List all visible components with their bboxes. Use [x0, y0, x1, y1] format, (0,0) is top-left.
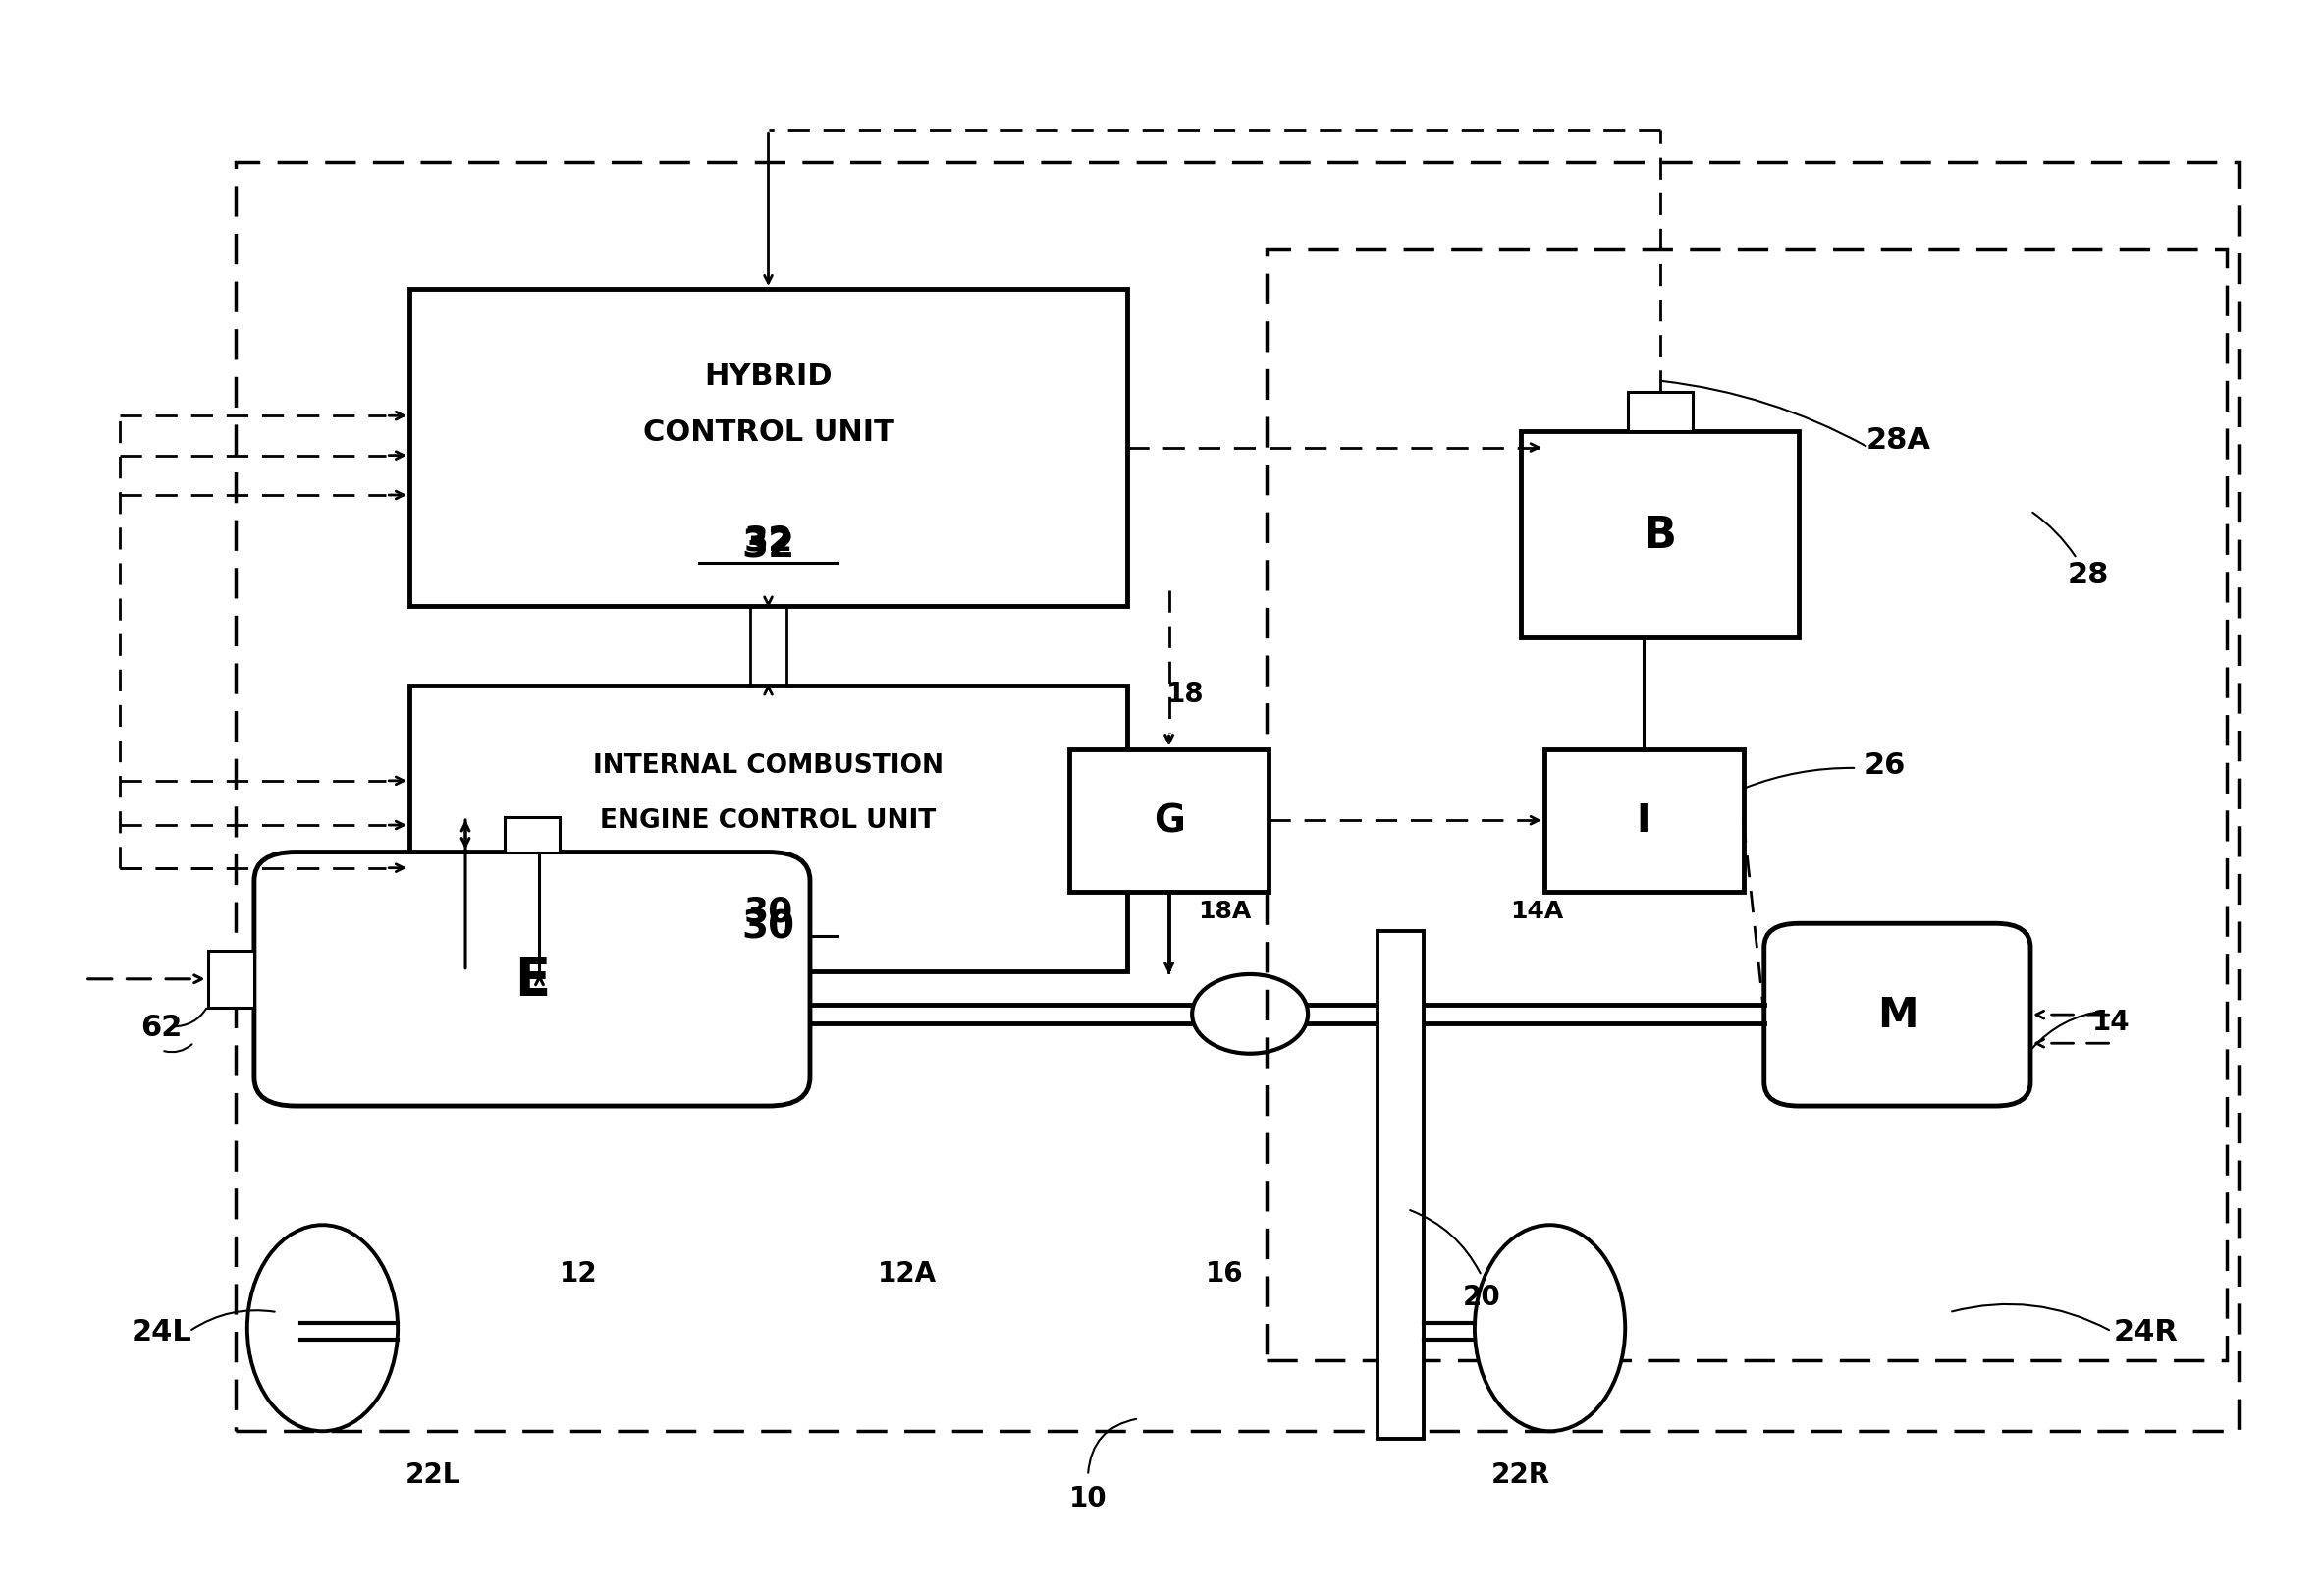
Text: CONTROL UNIT: CONTROL UNIT — [644, 418, 895, 446]
Text: B: B — [1643, 515, 1676, 556]
Bar — [235, 163, 2238, 1431]
Text: 62: 62 — [142, 1012, 181, 1041]
FancyBboxPatch shape — [253, 853, 811, 1106]
Bar — [1378, 932, 1425, 1439]
Ellipse shape — [246, 1226, 397, 1431]
Bar — [409, 290, 1127, 607]
Bar — [1543, 749, 1743, 893]
Text: 32: 32 — [744, 523, 792, 556]
Text: M: M — [1878, 995, 1917, 1036]
Text: 30: 30 — [744, 894, 792, 928]
Text: 12A: 12A — [878, 1259, 937, 1286]
Bar — [1520, 432, 1799, 639]
Bar — [409, 685, 1127, 971]
Text: 26: 26 — [1864, 751, 1906, 779]
Text: INTERNAL COMBUSTION: INTERNAL COMBUSTION — [593, 752, 944, 778]
Bar — [504, 818, 560, 853]
Text: 24L: 24L — [130, 1317, 193, 1345]
Text: 20: 20 — [1462, 1283, 1501, 1310]
Text: HYBRID: HYBRID — [704, 362, 832, 391]
Bar — [1069, 749, 1269, 893]
Text: 18: 18 — [1167, 681, 1204, 708]
Text: 30: 30 — [741, 909, 795, 945]
Bar — [1267, 250, 2226, 1360]
Text: 18A: 18A — [1197, 899, 1250, 923]
Bar — [1627, 392, 1692, 432]
Bar — [207, 952, 253, 1007]
FancyBboxPatch shape — [1764, 925, 2031, 1106]
Ellipse shape — [1476, 1226, 1624, 1431]
Text: 14: 14 — [2092, 1009, 2131, 1036]
Text: 14A: 14A — [1511, 899, 1564, 923]
Text: 32: 32 — [741, 528, 795, 566]
Text: 16: 16 — [1206, 1259, 1243, 1286]
Text: I: I — [1636, 802, 1650, 840]
Text: 28A: 28A — [1866, 426, 1931, 454]
Text: 22R: 22R — [1492, 1460, 1550, 1487]
Text: 10: 10 — [1069, 1484, 1106, 1511]
Text: 24R: 24R — [2115, 1317, 2178, 1345]
Text: 22L: 22L — [404, 1460, 460, 1487]
Text: 28: 28 — [2068, 561, 2110, 590]
Text: ENGINE CONTROL UNIT: ENGINE CONTROL UNIT — [600, 808, 937, 834]
Text: E: E — [514, 953, 551, 1004]
Text: G: G — [1153, 802, 1185, 840]
Text: 12: 12 — [560, 1259, 597, 1286]
